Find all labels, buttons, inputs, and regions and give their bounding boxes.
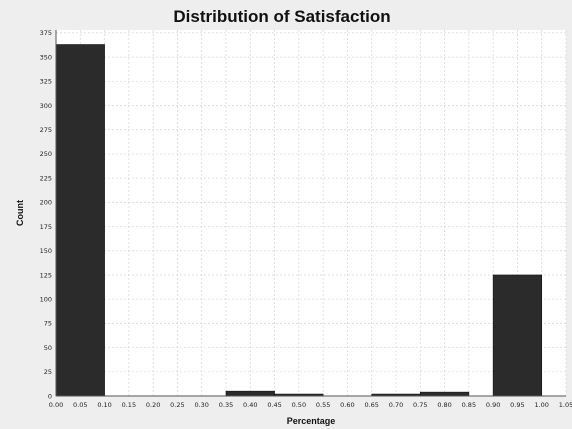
chart-title: Distribution of Satisfaction [173,7,390,26]
y-tick-label: 75 [44,320,52,328]
y-tick-label: 0 [48,392,52,400]
x-tick-labels: 0.00 0.05 0.10 0.15 0.20 0.25 0.30 0.35 0.40 0.45… [49,401,572,409]
x-tick-label: 0.75 [413,401,427,409]
y-tick-label: 50 [44,344,52,352]
x-tick-label: 0.30 [194,401,208,409]
x-tick-label: 0.90 [486,401,500,409]
x-tick-label: 0.85 [462,401,476,409]
y-tick-label: 150 [40,247,52,255]
y-tick-label: 275 [40,126,52,134]
y-axis-label: Count [15,200,25,226]
y-tick-label: 375 [40,29,52,37]
x-tick-label: 0.35 [219,401,233,409]
x-tick-label: 0.80 [437,401,451,409]
x-tick-label: 0.00 [49,401,63,409]
y-tick-label: 350 [40,53,52,61]
y-tick-label: 225 [40,174,52,182]
x-axis-label: Percentage [287,416,336,426]
x-tick-label: 0.70 [389,401,403,409]
y-tick-label: 100 [40,295,52,303]
y-tick-label: 175 [40,223,52,231]
x-tick-label: 0.10 [97,401,111,409]
x-tick-label: 1.00 [534,401,548,409]
plot-area [56,30,566,396]
axes-layer [55,30,566,397]
histogram-bar [55,44,105,397]
x-tick-label: 0.60 [340,401,354,409]
bars-layer [55,44,543,397]
x-tick-label: 0.50 [292,401,306,409]
x-tick-label: 0.55 [316,401,330,409]
x-tick-label: 1.05 [559,401,572,409]
x-tick-label: 0.15 [122,401,136,409]
histogram-bar [225,390,275,397]
y-tick-label: 125 [40,271,52,279]
x-tick-label: 0.05 [73,401,87,409]
histogram-bar [492,274,543,397]
x-tick-label: 0.25 [170,401,184,409]
x-tick-label: 0.20 [146,401,160,409]
y-tick-label: 300 [40,102,52,110]
y-tick-labels: 0 25 50 75 100 125 150 175 200 225 250 275 300 325 350… [40,29,52,400]
x-tick-label: 0.40 [243,401,257,409]
y-tick-label: 325 [40,78,52,86]
histogram-bar [419,391,470,397]
x-tick-label: 0.45 [267,401,281,409]
y-tick-label: 25 [44,368,52,376]
y-tick-label: 250 [40,150,52,158]
x-tick-label: 0.95 [510,401,524,409]
y-tick-label: 200 [40,199,52,207]
x-tick-label: 0.65 [364,401,378,409]
